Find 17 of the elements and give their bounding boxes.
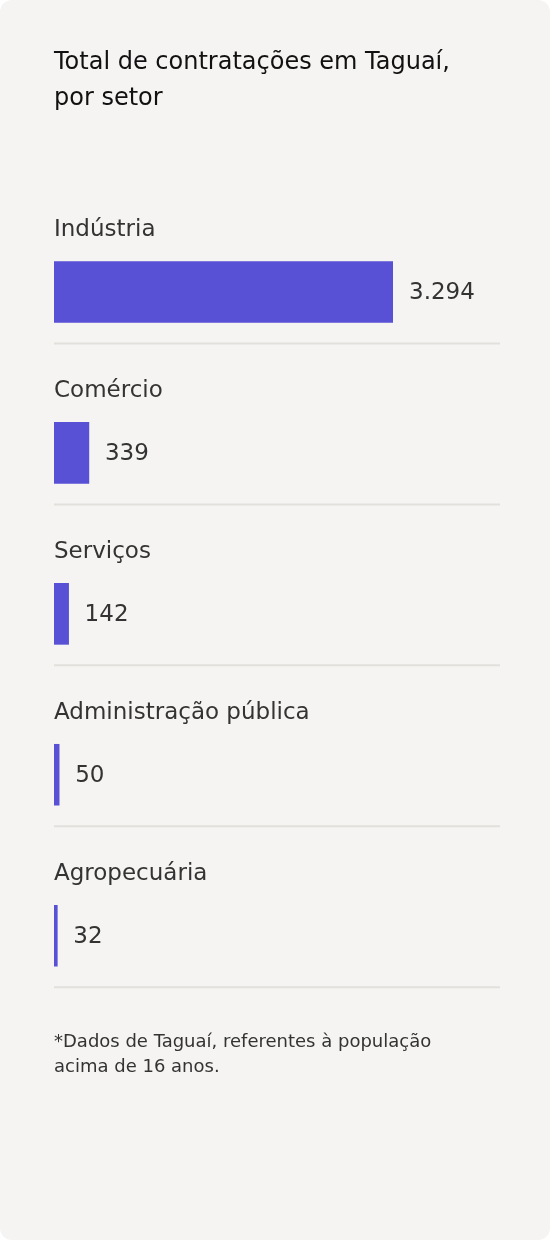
bar bbox=[54, 583, 69, 645]
data-label: 339 bbox=[104, 438, 149, 465]
bar bbox=[54, 422, 90, 484]
bar bbox=[54, 743, 60, 806]
data-label: 3.294 bbox=[409, 277, 475, 304]
y-tick-label: Indústria bbox=[54, 214, 156, 241]
data-label: 50 bbox=[75, 760, 105, 787]
y-tick-label: Comércio bbox=[54, 375, 163, 402]
chart-title: Total de contratações em Taguaí, por setor bbox=[54, 46, 451, 113]
data-label: 32 bbox=[73, 921, 103, 948]
data-label: 142 bbox=[84, 599, 129, 626]
y-tick-label: Administração pública bbox=[54, 697, 310, 724]
y-tick-label: Serviços bbox=[54, 536, 151, 563]
text: *Dados de Taguaí, referentes à população acima de 16 anos. bbox=[54, 1029, 433, 1078]
bar bbox=[54, 261, 393, 323]
y-tick-label: Agropecuária bbox=[54, 858, 208, 885]
bar bbox=[54, 904, 58, 967]
